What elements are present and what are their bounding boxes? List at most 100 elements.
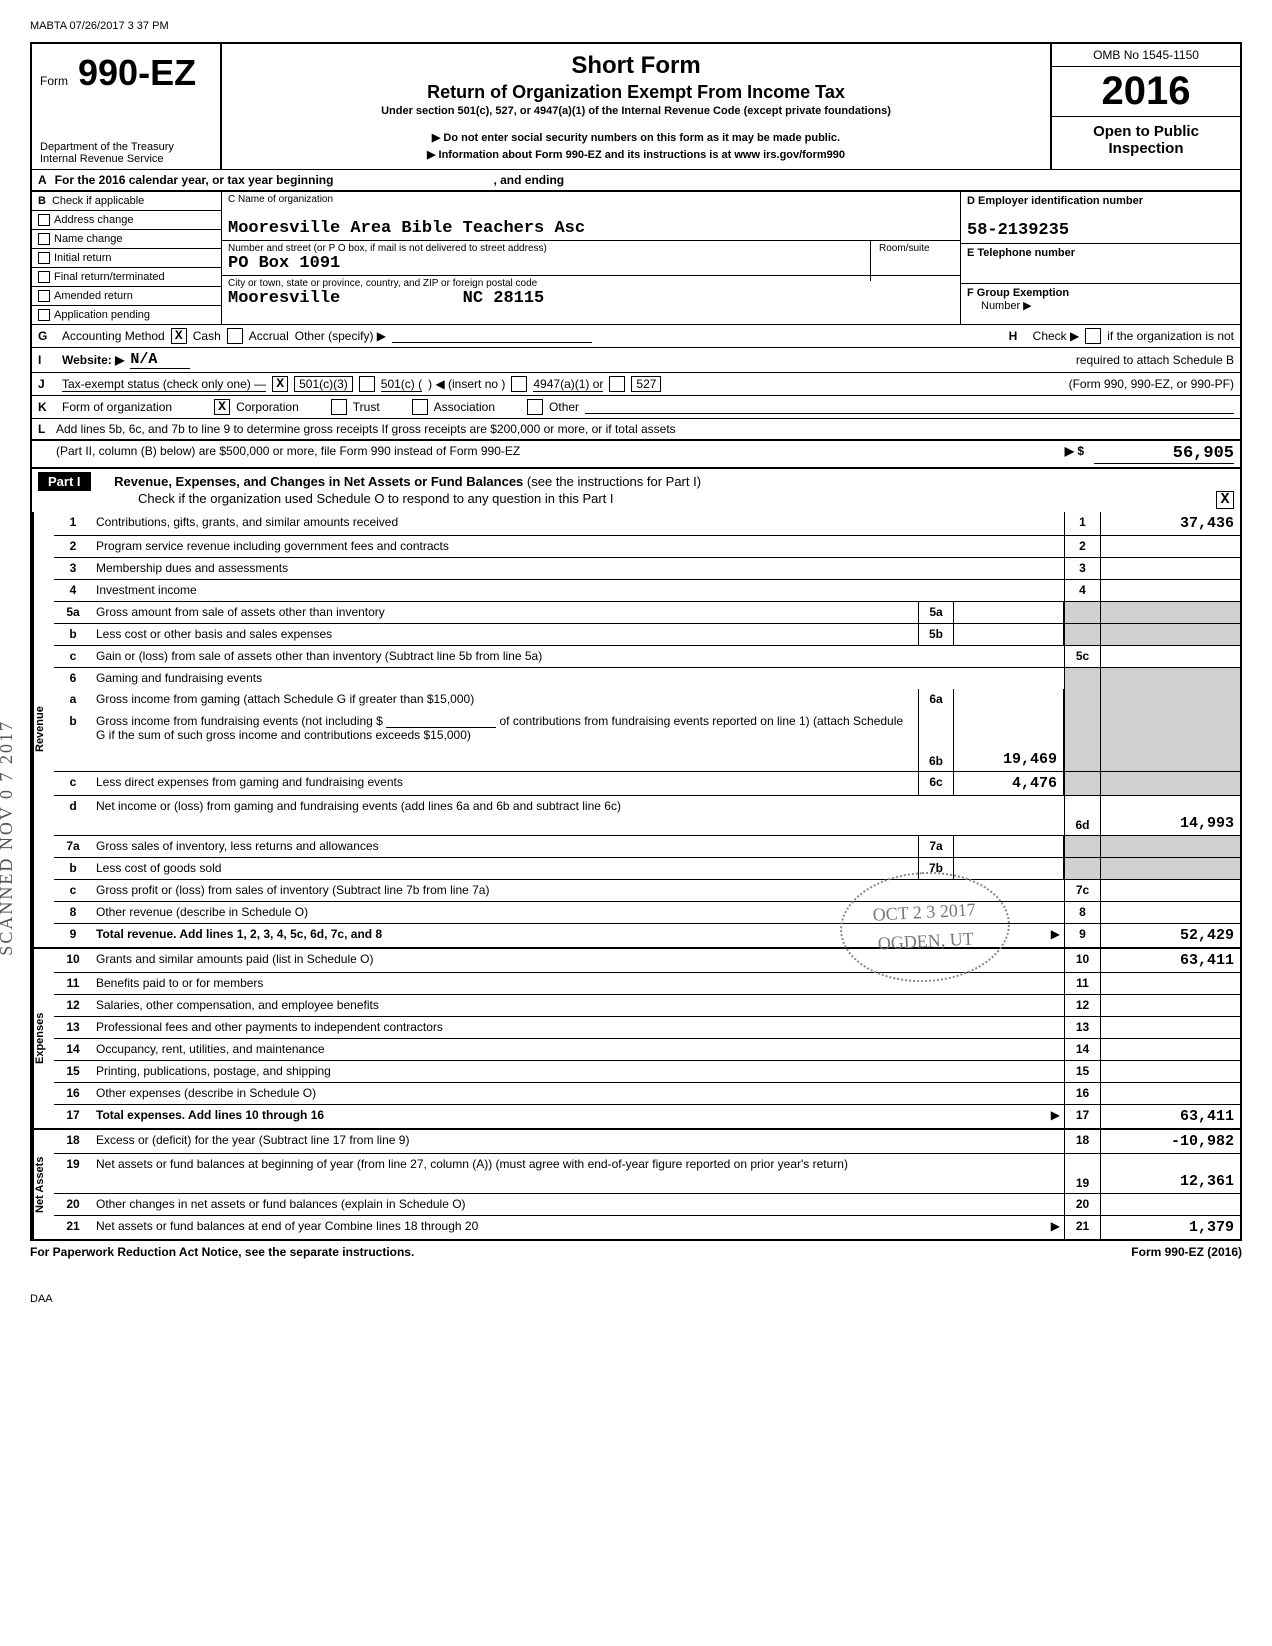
checkbox-assoc[interactable] [412, 399, 428, 415]
checkbox-accrual[interactable] [227, 328, 243, 344]
checkbox-address-change[interactable] [38, 214, 50, 226]
line-17-rnum: 17 [1064, 1105, 1100, 1128]
line-7b-rval-shaded [1100, 858, 1240, 879]
line-6b-mval: 19,469 [954, 711, 1064, 771]
line-2-value [1100, 536, 1240, 557]
line-11-desc: Benefits paid to or for members [92, 973, 1064, 994]
line-21-num: 21 [54, 1216, 92, 1239]
form-header: Form 990-EZ Department of the Treasury I… [30, 42, 1242, 169]
b-initial: Initial return [54, 252, 111, 264]
l-label: L [38, 422, 56, 436]
line-7a-rval-shaded [1100, 836, 1240, 857]
section-bcd: BCheck if applicable Address change Name… [30, 192, 1242, 324]
line-5a-rval-shaded [1100, 602, 1240, 623]
checkbox-501c3[interactable]: X [272, 376, 288, 392]
j-4947: 4947(a)(1) or [533, 377, 603, 392]
j-501c3: 501(c)(3) [294, 376, 353, 392]
line-7a-mval [954, 836, 1064, 857]
line-a-label: A [38, 173, 47, 187]
checkbox-name-change[interactable] [38, 233, 50, 245]
line-20-value [1100, 1194, 1240, 1215]
g-text: Accounting Method [62, 329, 165, 343]
line-17-value: 63,411 [1100, 1105, 1240, 1128]
timestamp: MABTA 07/26/2017 3 37 PM [30, 20, 1242, 32]
line-2-rnum: 2 [1064, 536, 1100, 557]
line-13-value [1100, 1017, 1240, 1038]
line-5b-mnum: 5b [918, 624, 954, 645]
line-12-value [1100, 995, 1240, 1016]
checkbox-corp[interactable]: X [214, 399, 230, 415]
line-i: I Website: ▶ N/A required to attach Sche… [30, 347, 1242, 372]
part1-table: OCT 2 3 2017 OGDEN, UT Revenue 1Contribu… [30, 512, 1242, 1241]
part1-see: (see the instructions for Part I) [527, 474, 701, 489]
form-number: 990-EZ [78, 52, 196, 93]
line-6b-mnum: 6b [918, 711, 954, 771]
line-20-rnum: 20 [1064, 1194, 1100, 1215]
scanned-stamp: SCANNED NOV 0 7 2017 [0, 720, 17, 956]
checkbox-501c[interactable] [359, 376, 375, 392]
checkbox-h[interactable] [1085, 328, 1101, 344]
j-insert: ) ◀ (insert no ) [428, 377, 505, 391]
l-text2: (Part II, column (B) below) are $500,000… [56, 444, 520, 464]
checkbox-initial-return[interactable] [38, 252, 50, 264]
line-6c-rval-shaded [1100, 772, 1240, 795]
line-a-text2: , and ending [493, 173, 564, 187]
line-6c-mval: 4,476 [954, 772, 1064, 795]
line-5a-num: 5a [54, 602, 92, 623]
line-14-rnum: 14 [1064, 1039, 1100, 1060]
line-12-rnum: 12 [1064, 995, 1100, 1016]
line-6b-num: b [54, 711, 92, 771]
checkbox-trust[interactable] [331, 399, 347, 415]
line-10-num: 10 [54, 949, 92, 972]
line-6-desc: Gaming and fundraising events [92, 668, 1064, 689]
ein-value: 58-2139235 [967, 221, 1234, 240]
line-7b-rnum-shaded [1064, 858, 1100, 879]
checkbox-cash[interactable]: X [171, 328, 187, 344]
line-7a-mnum: 7a [918, 836, 954, 857]
line-6-rnum-shaded [1064, 668, 1100, 689]
checkbox-final-return[interactable] [38, 271, 50, 283]
c-city-label: City or town, state or province, country… [228, 278, 954, 289]
line-5c-value [1100, 646, 1240, 667]
line-14-value [1100, 1039, 1240, 1060]
line-7c-value [1100, 880, 1240, 901]
col-d: D Employer identification number 58-2139… [960, 192, 1240, 324]
form-prefix: Form [40, 74, 68, 88]
k-assoc: Association [434, 400, 495, 414]
checkbox-527[interactable] [609, 376, 625, 392]
h-text2-part1: if the organization is not [1107, 329, 1234, 343]
part1-check: Check if the organization used Schedule … [138, 491, 614, 509]
line-5c-rnum: 5c [1064, 646, 1100, 667]
line-3-num: 3 [54, 558, 92, 579]
g-other: Other (specify) ▶ [295, 329, 386, 343]
part1-header-row: Part I Revenue, Expenses, and Changes in… [30, 469, 1242, 512]
checkbox-other-org[interactable] [527, 399, 543, 415]
part1-title: Revenue, Expenses, and Changes in Net As… [114, 474, 523, 489]
line-6c-desc: Less direct expenses from gaming and fun… [92, 772, 918, 795]
e-phone-label: E Telephone number [967, 247, 1234, 259]
checkbox-pending[interactable] [38, 309, 50, 321]
line-6b-desc: Gross income from fundraising events (no… [92, 711, 918, 771]
checkbox-amended[interactable] [38, 290, 50, 302]
line-6d-desc: Net income or (loss) from gaming and fun… [92, 796, 1064, 835]
line-6a-mnum: 6a [918, 689, 954, 711]
line-7b-desc: Less cost of goods sold [92, 858, 918, 879]
checkbox-4947[interactable] [511, 376, 527, 392]
l-text1: Add lines 5b, 6c, and 7b to line 9 to de… [56, 422, 676, 436]
line-15-desc: Printing, publications, postage, and shi… [92, 1061, 1064, 1082]
line-18-rnum: 18 [1064, 1130, 1100, 1153]
line-5b-mval [954, 624, 1064, 645]
form-title: Short Form [234, 52, 1038, 80]
k-other: Other [549, 400, 579, 414]
line-16-value [1100, 1083, 1240, 1104]
line-j: J Tax-exempt status (check only one) — X… [30, 372, 1242, 395]
b-addr-change: Address change [54, 214, 134, 226]
line-9-value: 52,429 [1100, 924, 1240, 947]
line-13-num: 13 [54, 1017, 92, 1038]
g-label: G [38, 329, 56, 343]
i-text: Website: ▶ [62, 353, 124, 367]
room-suite-label: Room/suite [870, 241, 960, 281]
line-6a-desc: Gross income from gaming (attach Schedul… [92, 689, 918, 711]
checkbox-schedule-o[interactable]: X [1216, 491, 1234, 509]
line-l: L Add lines 5b, 6c, and 7b to line 9 to … [30, 418, 1242, 439]
